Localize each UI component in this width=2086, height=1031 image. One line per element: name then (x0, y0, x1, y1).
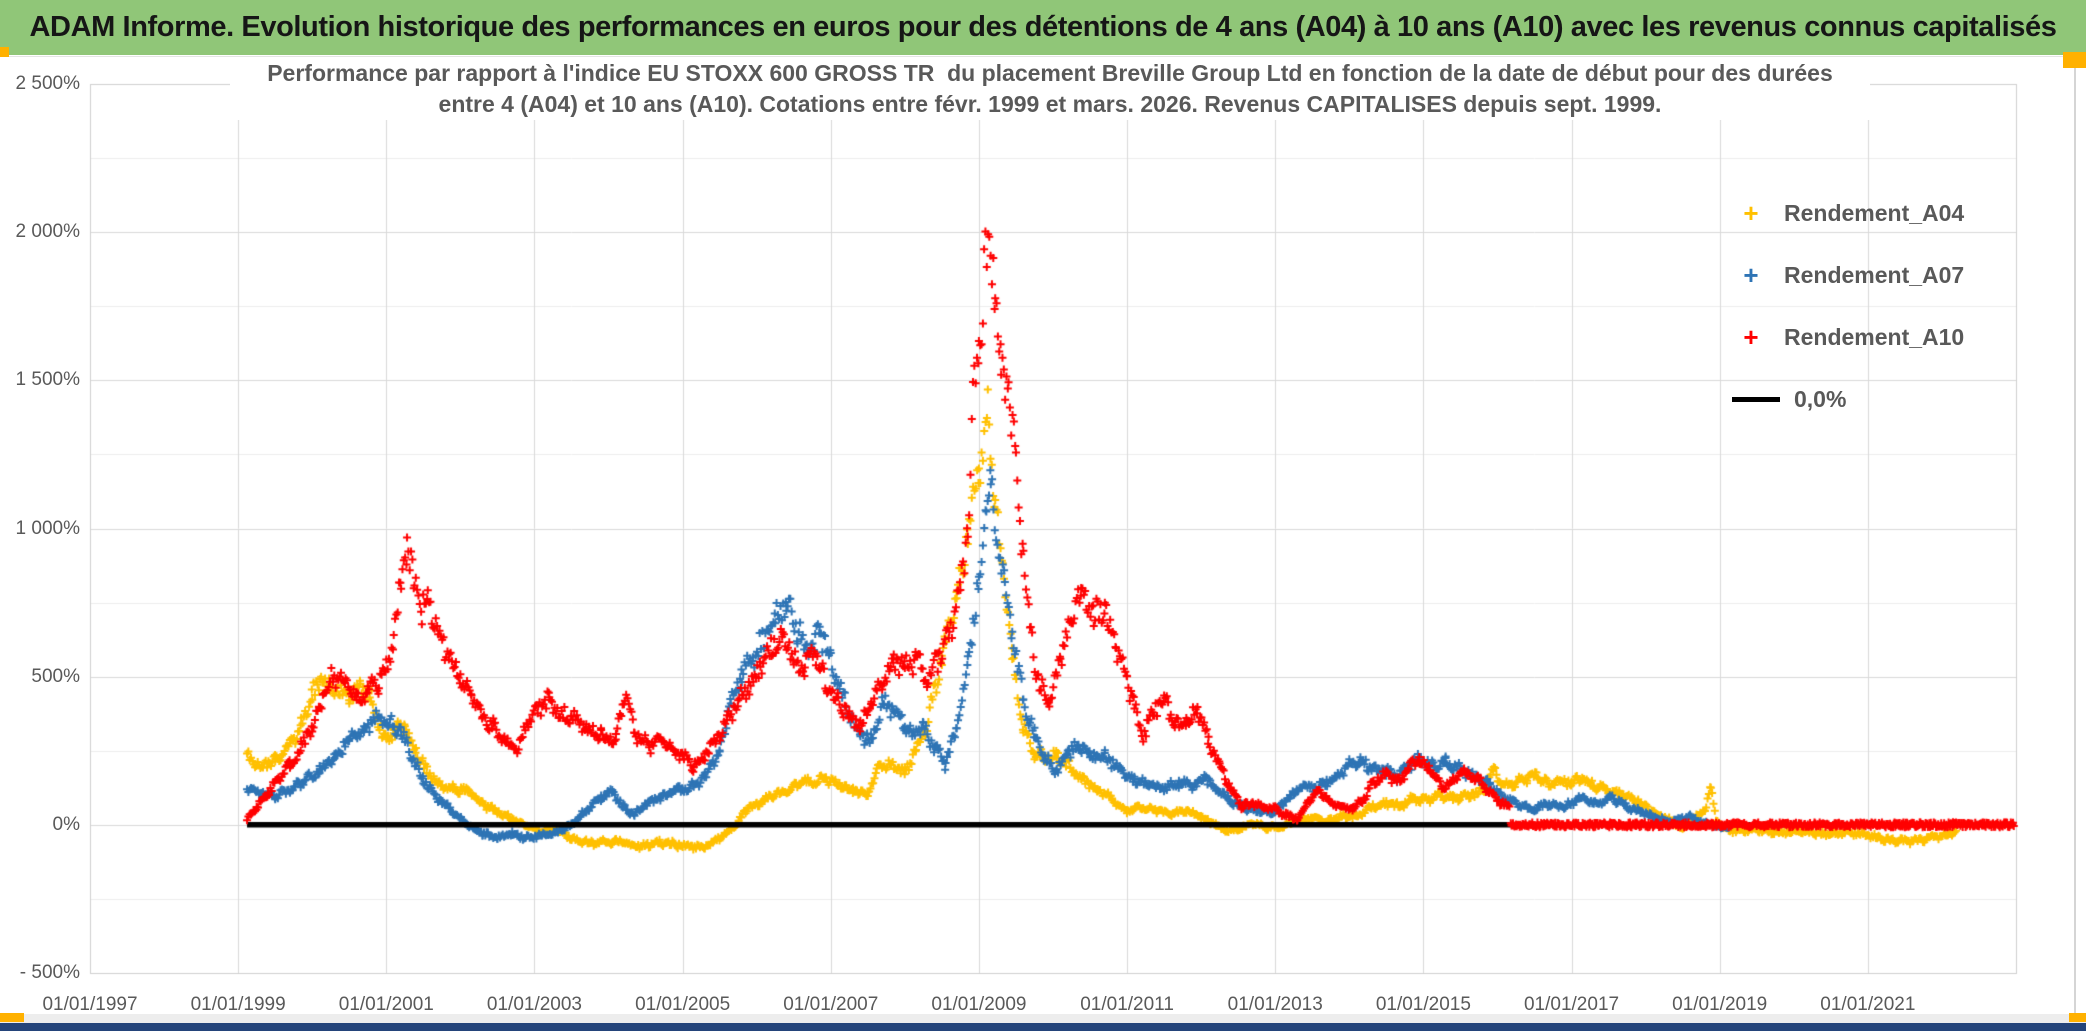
plus-marker-icon: + (1743, 260, 1759, 290)
legend-label: Rendement_A04 (1784, 199, 1965, 226)
x-axis-tick-label: 01/01/1999 (190, 994, 286, 1015)
chart-title-line1: Performance par rapport à l'indice EU ST… (267, 60, 1833, 86)
chart-title-line2: entre 4 (A04) et 10 ans (A10). Cotations… (438, 91, 1662, 117)
legend-item-0-0-[interactable]: 0,0% (1732, 368, 1964, 430)
chart-title: Performance par rapport à l'indice EU ST… (230, 58, 1870, 120)
y-axis-tick-label: 2 000% (15, 221, 80, 243)
x-axis-tick-label: 01/01/2007 (783, 994, 879, 1015)
x-axis-tick-label: 01/01/2013 (1227, 994, 1323, 1015)
legend-item-rendement-a10[interactable]: + Rendement_A10 (1732, 306, 1964, 368)
y-axis-tick-label: 1 500% (15, 369, 80, 391)
legend-item-rendement-a04[interactable]: + Rendement_A04 (1732, 182, 1964, 244)
sheet-title-text: ADAM Informe. Evolution historique des p… (29, 11, 2057, 43)
legend-label: Rendement_A10 (1784, 323, 1965, 350)
y-axis-tick-label: 500% (31, 665, 80, 687)
x-axis-tick-label: 01/01/2005 (635, 994, 731, 1015)
plus-marker-icon: + (1743, 198, 1759, 228)
sheet-title-banner: ADAM Informe. Evolution historique des p… (0, 0, 2086, 55)
x-axis-tick-label: 01/01/2009 (931, 994, 1027, 1015)
legend-label: Rendement_A07 (1784, 261, 1965, 288)
chart-legend[interactable]: + Rendement_A04 + Rendement_A07 + Rendement_A… (1732, 182, 1964, 430)
legend-item-rendement-a07[interactable]: + Rendement_A07 (1732, 244, 1964, 306)
y-axis-tick-label: 0% (52, 813, 80, 835)
sheet-corner-accent-top-right (2063, 52, 2086, 68)
y-axis-tick-label: 2 500% (15, 73, 80, 94)
y-axis-tick-label: 1 000% (15, 517, 80, 539)
x-axis-tick-label: 01/01/2003 (486, 994, 582, 1015)
x-axis-tick-label: 01/01/2001 (338, 994, 434, 1015)
x-axis-tick-label: 01/01/1997 (42, 994, 138, 1015)
sheet-corner-accent-top-left (0, 47, 9, 57)
x-axis-tick-label: 01/01/2011 (1080, 994, 1174, 1015)
x-axis-tick-label: 01/01/2019 (1672, 994, 1768, 1015)
plus-marker-icon: + (1743, 322, 1759, 352)
x-axis-tick-label: 01/01/2015 (1375, 994, 1471, 1015)
x-axis-tick-label: 01/01/2021 (1820, 994, 1916, 1015)
y-axis-tick-label: - 500% (19, 962, 80, 983)
x-axis-tick-label: 01/01/2017 (1523, 994, 1620, 1015)
line-marker-icon (1732, 396, 1780, 402)
sheet-corner-accent-bottom-right (2069, 1013, 2086, 1022)
sheet-corner-accent-bottom-left (0, 1013, 24, 1022)
legend-label: 0,0% (1794, 385, 1847, 412)
